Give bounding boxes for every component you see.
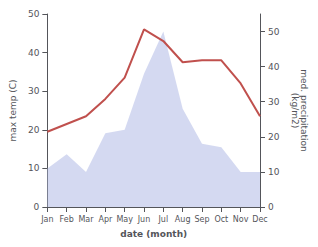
svg-text:May: May xyxy=(116,215,133,224)
svg-text:Aug: Aug xyxy=(175,215,191,224)
svg-text:Sep: Sep xyxy=(194,215,209,224)
svg-text:med. precipitation: med. precipitation xyxy=(298,69,309,152)
svg-text:Jun: Jun xyxy=(137,215,151,224)
svg-text:Jan: Jan xyxy=(40,215,53,224)
svg-text:Apr: Apr xyxy=(98,215,113,224)
svg-text:max temp (C): max temp (C) xyxy=(8,79,18,141)
svg-text:Dec: Dec xyxy=(252,215,267,224)
svg-text:30: 30 xyxy=(268,97,280,107)
svg-text:20: 20 xyxy=(28,125,40,135)
svg-text:50: 50 xyxy=(28,9,40,19)
svg-text:40: 40 xyxy=(268,62,280,72)
svg-text:date (month): date (month) xyxy=(120,229,187,239)
svg-text:Oct: Oct xyxy=(214,215,228,224)
svg-text:Nov: Nov xyxy=(233,215,249,224)
svg-text:20: 20 xyxy=(268,132,280,142)
svg-text:Feb: Feb xyxy=(60,215,74,224)
svg-text:10: 10 xyxy=(28,163,40,173)
svg-text:0: 0 xyxy=(34,202,40,212)
svg-text:10: 10 xyxy=(268,167,280,177)
svg-text:Jul: Jul xyxy=(158,215,169,224)
svg-text:Mar: Mar xyxy=(78,215,94,224)
svg-text:30: 30 xyxy=(28,86,40,96)
svg-text:(kg/m2): (kg/m2) xyxy=(290,93,300,128)
svg-text:40: 40 xyxy=(28,48,40,58)
svg-text:0: 0 xyxy=(268,202,274,212)
svg-text:50: 50 xyxy=(268,27,280,37)
